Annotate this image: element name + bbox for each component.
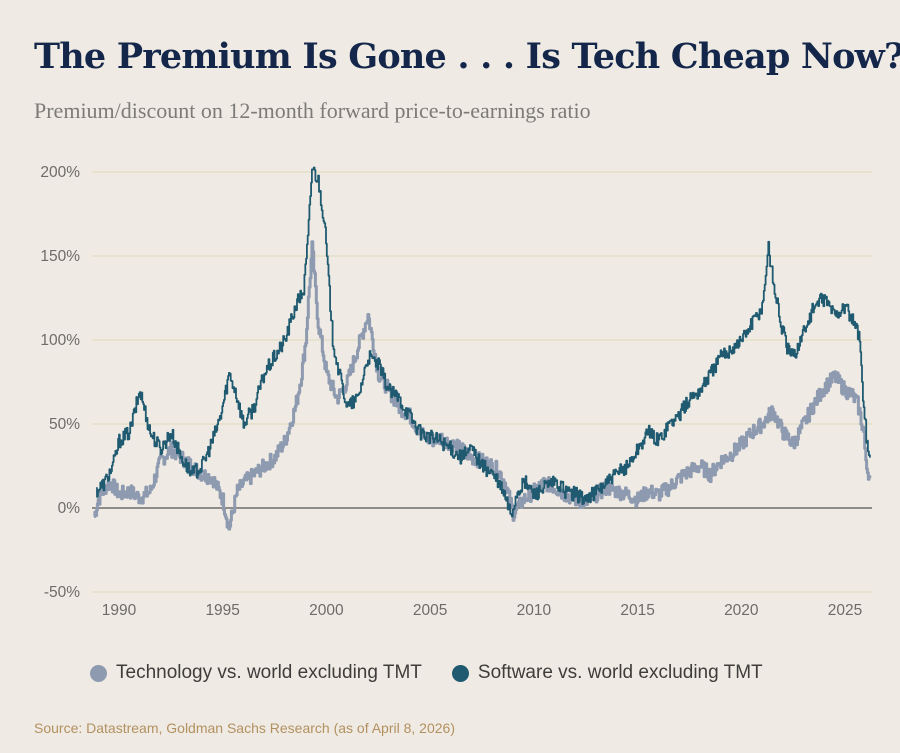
technology-line xyxy=(93,240,872,531)
y-tick-label: 200% xyxy=(40,164,80,181)
legend-technology-marker xyxy=(90,664,107,682)
y-tick-label: -50% xyxy=(44,584,80,601)
x-tick-label: 2020 xyxy=(724,602,759,619)
x-tick-label: 2005 xyxy=(413,602,447,619)
x-tick-label: 2010 xyxy=(517,602,552,619)
legend-software-marker xyxy=(451,664,469,682)
chart-title: The Premium Is Gone . . . Is Tech Cheap … xyxy=(34,36,900,77)
x-tick-label: 2025 xyxy=(828,602,862,619)
chart-plot-area: -50% 0% 50% 100% 150% 200% 1990 1995 2000 2005 201… xyxy=(40,164,872,619)
y-tick-label: 100% xyxy=(40,332,80,349)
x-tick-label: 1990 xyxy=(102,602,137,619)
x-tick-label: 1995 xyxy=(205,602,239,619)
chart-subtitle: Premium/discount on 12-month forward pri… xyxy=(34,98,591,123)
chart-legend: Technology vs. world excluding TMT Softw… xyxy=(90,662,763,684)
software-line xyxy=(96,166,871,518)
y-tick-label: 0% xyxy=(58,500,81,517)
legend-item-software: Software vs. world excluding TMT xyxy=(451,662,763,684)
y-tick-label: 150% xyxy=(40,248,80,265)
x-tick-label: 2000 xyxy=(309,602,344,619)
y-tick-label: 50% xyxy=(49,416,80,433)
x-tick-label: 2015 xyxy=(620,602,654,619)
source-note: Source: Datastream, Goldman Sachs Resear… xyxy=(34,720,455,736)
legend-software-label: Software vs. world excluding TMT xyxy=(477,662,763,683)
legend-item-technology: Technology vs. world excluding TMT xyxy=(90,662,422,684)
legend-technology-label: Technology vs. world excluding TMT xyxy=(116,662,422,683)
